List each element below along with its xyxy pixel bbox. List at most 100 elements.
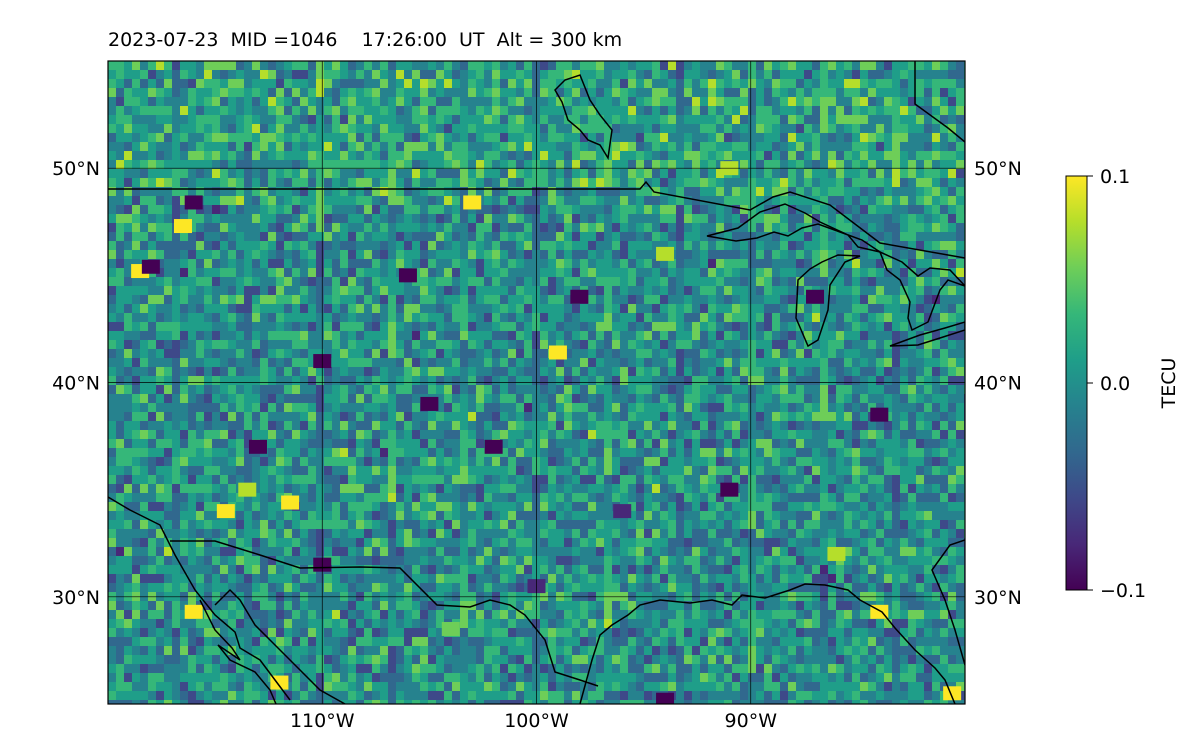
- tec-cell: [404, 376, 413, 386]
- tec-cell: [388, 448, 397, 458]
- tec-cell: [804, 196, 813, 206]
- tec-cell: [308, 124, 317, 134]
- tec-cell: [644, 151, 653, 161]
- tec-cell: [220, 61, 229, 71]
- tec-cell: [476, 430, 485, 440]
- tec-cell: [596, 106, 605, 116]
- tec-cell: [308, 61, 317, 71]
- tec-cell: [308, 151, 317, 161]
- tec-cell: [364, 421, 373, 431]
- tec-cell: [860, 403, 869, 413]
- tec-cell: [740, 178, 749, 188]
- tec-cell: [220, 466, 229, 476]
- tec-cell: [948, 376, 957, 386]
- tec-cell: [668, 286, 677, 296]
- tec-cell: [324, 295, 333, 305]
- tec-cell: [692, 70, 701, 80]
- tec-cell: [508, 421, 517, 431]
- tec-cell: [140, 160, 149, 170]
- tec-cell: [796, 124, 805, 134]
- tec-cell: [564, 79, 573, 89]
- tec-cell: [260, 61, 269, 71]
- tec-cell: [492, 466, 501, 476]
- tec-cell: [948, 79, 957, 89]
- tec-cell: [132, 133, 141, 143]
- tec-cell: [364, 97, 373, 107]
- tec-cell: [484, 250, 493, 260]
- tec-cell: [476, 232, 485, 242]
- tec-cell: [388, 106, 397, 116]
- tec-cell: [716, 286, 725, 296]
- tec-cell: [380, 448, 389, 458]
- map-area: [108, 61, 965, 704]
- tec-cell: [612, 160, 621, 170]
- tec-cell: [596, 403, 605, 413]
- tec-cell: [340, 241, 349, 251]
- tec-cell: [300, 70, 309, 80]
- tec-cell: [676, 430, 685, 440]
- tec-cell: [164, 232, 173, 242]
- tec-cell: [324, 394, 333, 404]
- tec-cell: [788, 403, 797, 413]
- tec-cell: [340, 457, 349, 467]
- tec-cell: [148, 475, 157, 485]
- tec-cell: [492, 367, 501, 377]
- tec-cell: [948, 196, 957, 206]
- tec-cell: [228, 466, 237, 476]
- tec-cell: [476, 268, 485, 278]
- tec-cell: [676, 70, 685, 80]
- tec-cell: [332, 376, 341, 386]
- tec-cell: [228, 277, 237, 287]
- tec-cell: [852, 457, 861, 467]
- tec-cell: [324, 331, 333, 341]
- tec-cell: [332, 394, 341, 404]
- tec-cell: [244, 124, 253, 134]
- tec-cell: [900, 142, 909, 152]
- tec-cell: [644, 349, 653, 359]
- tec-cell: [668, 448, 677, 458]
- tec-cell: [356, 223, 365, 233]
- tec-cell: [284, 322, 293, 332]
- tec-cell: [868, 376, 877, 386]
- tec-cell: [268, 322, 277, 332]
- tec-cell: [180, 205, 189, 215]
- tec-cell: [596, 466, 605, 476]
- tec-cell: [596, 61, 605, 71]
- tec-cell: [484, 124, 493, 134]
- tec-cell: [332, 385, 341, 395]
- tec-cell: [956, 106, 965, 116]
- tec-cell: [500, 322, 509, 332]
- tec-cell: [612, 349, 621, 359]
- tec-cell: [172, 376, 181, 386]
- tec-cell: [564, 259, 573, 269]
- tec-cell: [132, 97, 141, 107]
- tec-cell: [844, 160, 853, 170]
- tec-cell: [492, 178, 501, 188]
- tec-cell: [612, 187, 621, 197]
- tec-cell: [292, 205, 301, 215]
- tec-cell: [212, 349, 221, 359]
- tec-cell: [212, 61, 221, 71]
- tec-cell: [236, 79, 245, 89]
- tec-cell: [708, 412, 717, 422]
- tec-cell: [900, 196, 909, 206]
- tec-cell: [940, 142, 949, 152]
- tec-cell: [340, 169, 349, 179]
- tec-cell: [508, 331, 517, 341]
- tec-cell: [380, 142, 389, 152]
- tec-cell: [148, 151, 157, 161]
- tec-cell: [732, 70, 741, 80]
- tec-cell: [212, 358, 221, 368]
- tec-cell: [484, 160, 493, 170]
- tec-cell: [940, 412, 949, 422]
- tec-cell: [420, 88, 429, 98]
- tec-cell: [716, 421, 725, 431]
- tec-cell: [700, 169, 709, 179]
- tec-cell: [748, 178, 757, 188]
- tec-cell: [164, 466, 173, 476]
- tec-cell: [116, 70, 125, 80]
- tec-cell: [108, 133, 117, 143]
- tec-cell: [932, 259, 941, 269]
- tec-cell: [156, 106, 165, 116]
- tec-cell: [780, 403, 789, 413]
